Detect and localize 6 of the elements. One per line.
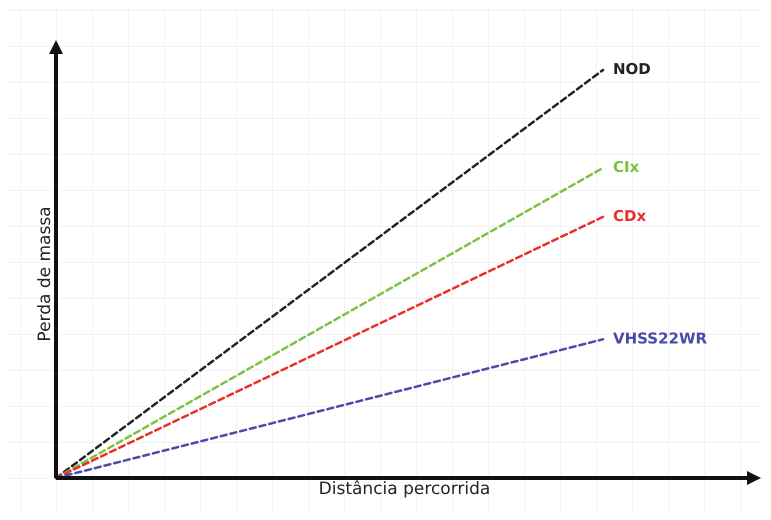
series-label: VHSS22WR — [613, 329, 708, 348]
x-axis-title: Distância percorrida — [318, 479, 490, 500]
y-axis-title: Perda de massa — [35, 206, 56, 342]
series-label: NOD — [613, 60, 651, 78]
series-label: CIx — [613, 158, 640, 176]
series-label: CDx — [613, 206, 646, 225]
